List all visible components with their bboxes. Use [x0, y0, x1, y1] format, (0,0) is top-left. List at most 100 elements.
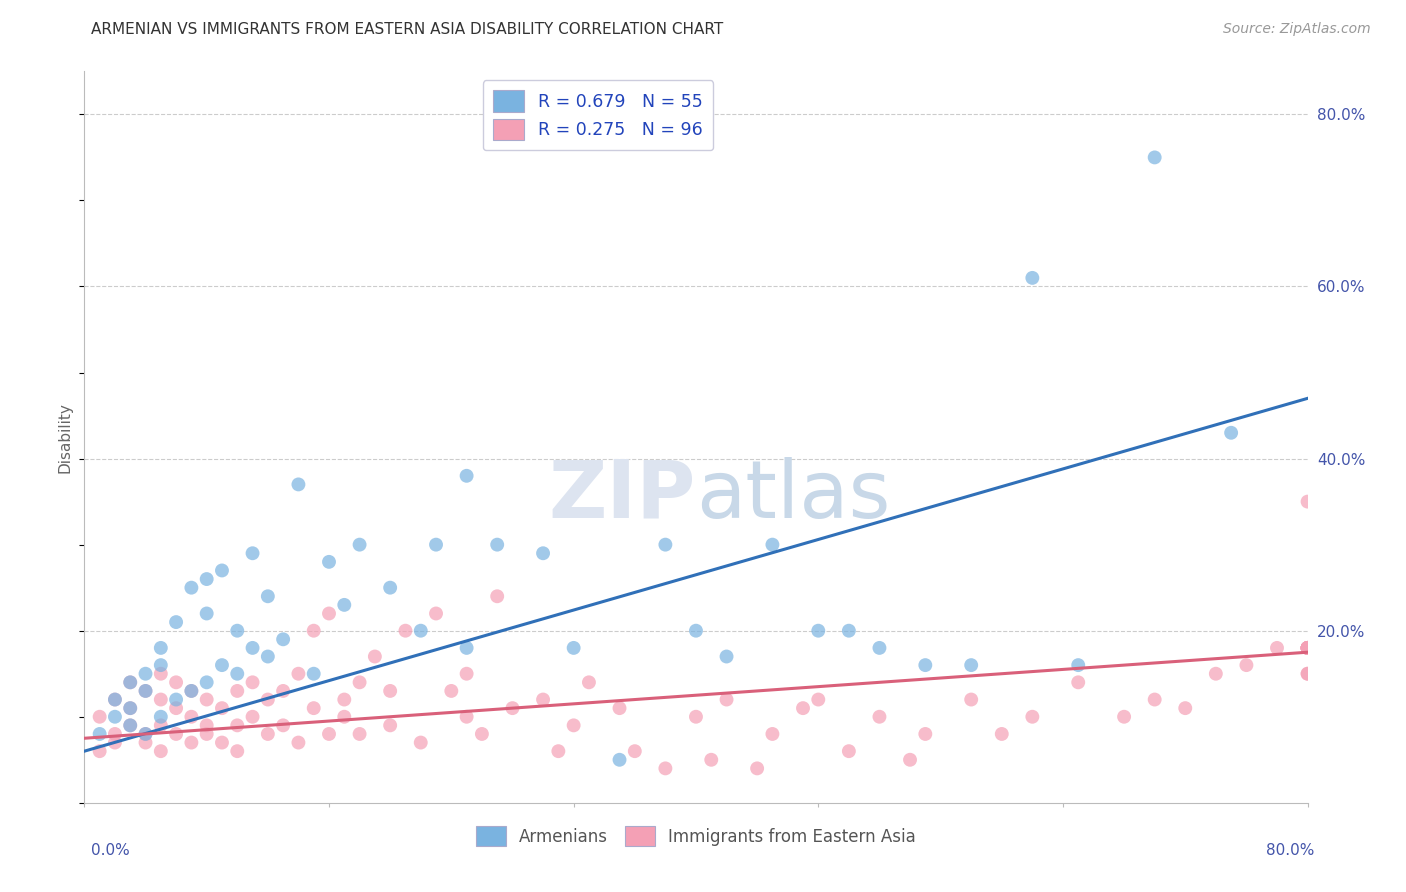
- Point: [271, 632, 294, 647]
- Point: [242, 546, 264, 560]
- Point: [440, 684, 463, 698]
- Text: 80.0%: 80.0%: [1267, 843, 1315, 858]
- Point: [1296, 640, 1319, 655]
- Point: [165, 701, 187, 715]
- Point: [425, 538, 447, 552]
- Point: [211, 701, 233, 715]
- Point: [302, 666, 325, 681]
- Point: [195, 607, 218, 621]
- Point: [609, 701, 631, 715]
- Point: [562, 640, 585, 655]
- Point: [700, 753, 723, 767]
- Point: [211, 735, 233, 749]
- Point: [1143, 150, 1166, 164]
- Point: [1067, 675, 1090, 690]
- Point: [486, 538, 509, 552]
- Point: [180, 710, 202, 724]
- Point: [547, 744, 569, 758]
- Point: [165, 727, 187, 741]
- Point: [898, 753, 921, 767]
- Point: [409, 624, 432, 638]
- Point: [456, 666, 478, 681]
- Point: [1296, 666, 1319, 681]
- Point: [960, 658, 983, 673]
- Point: [135, 727, 157, 741]
- Point: [991, 727, 1014, 741]
- Point: [104, 710, 127, 724]
- Point: [380, 581, 402, 595]
- Point: [195, 727, 218, 741]
- Point: [287, 477, 309, 491]
- Point: [149, 744, 172, 758]
- Point: [394, 624, 416, 638]
- Point: [838, 624, 860, 638]
- Point: [242, 640, 264, 655]
- Point: [120, 718, 142, 732]
- Point: [89, 710, 111, 724]
- Point: [165, 692, 187, 706]
- Point: [318, 727, 340, 741]
- Point: [180, 684, 202, 698]
- Point: [562, 718, 585, 732]
- Point: [1220, 425, 1243, 440]
- Point: [364, 649, 387, 664]
- Point: [318, 607, 340, 621]
- Point: [302, 701, 325, 715]
- Text: ZIP: ZIP: [548, 457, 696, 534]
- Point: [226, 624, 249, 638]
- Point: [180, 735, 202, 749]
- Point: [149, 666, 172, 681]
- Point: [486, 589, 509, 603]
- Point: [89, 744, 111, 758]
- Point: [135, 666, 157, 681]
- Point: [226, 744, 249, 758]
- Point: [257, 589, 280, 603]
- Point: [195, 718, 218, 732]
- Point: [914, 658, 936, 673]
- Point: [149, 640, 172, 655]
- Point: [869, 640, 891, 655]
- Point: [349, 675, 371, 690]
- Point: [180, 581, 202, 595]
- Text: atlas: atlas: [696, 457, 890, 534]
- Point: [302, 624, 325, 638]
- Point: [257, 649, 280, 664]
- Point: [180, 684, 202, 698]
- Point: [120, 701, 142, 715]
- Point: [1236, 658, 1258, 673]
- Point: [135, 684, 157, 698]
- Point: [1296, 640, 1319, 655]
- Point: [165, 675, 187, 690]
- Point: [425, 607, 447, 621]
- Point: [120, 675, 142, 690]
- Point: [104, 727, 127, 741]
- Point: [380, 684, 402, 698]
- Point: [531, 692, 554, 706]
- Point: [1296, 640, 1319, 655]
- Point: [960, 692, 983, 706]
- Point: [349, 727, 371, 741]
- Point: [654, 761, 676, 775]
- Point: [1296, 640, 1319, 655]
- Point: [761, 538, 783, 552]
- Point: [135, 727, 157, 741]
- Point: [149, 692, 172, 706]
- Point: [104, 735, 127, 749]
- Point: [135, 684, 157, 698]
- Point: [869, 710, 891, 724]
- Point: [211, 564, 233, 578]
- Point: [1296, 640, 1319, 655]
- Point: [716, 649, 738, 664]
- Point: [792, 701, 814, 715]
- Point: [318, 555, 340, 569]
- Point: [104, 692, 127, 706]
- Point: [195, 675, 218, 690]
- Point: [333, 692, 356, 706]
- Point: [1021, 710, 1043, 724]
- Point: [195, 572, 218, 586]
- Point: [1296, 640, 1319, 655]
- Point: [120, 701, 142, 715]
- Point: [104, 692, 127, 706]
- Point: [609, 753, 631, 767]
- Point: [761, 727, 783, 741]
